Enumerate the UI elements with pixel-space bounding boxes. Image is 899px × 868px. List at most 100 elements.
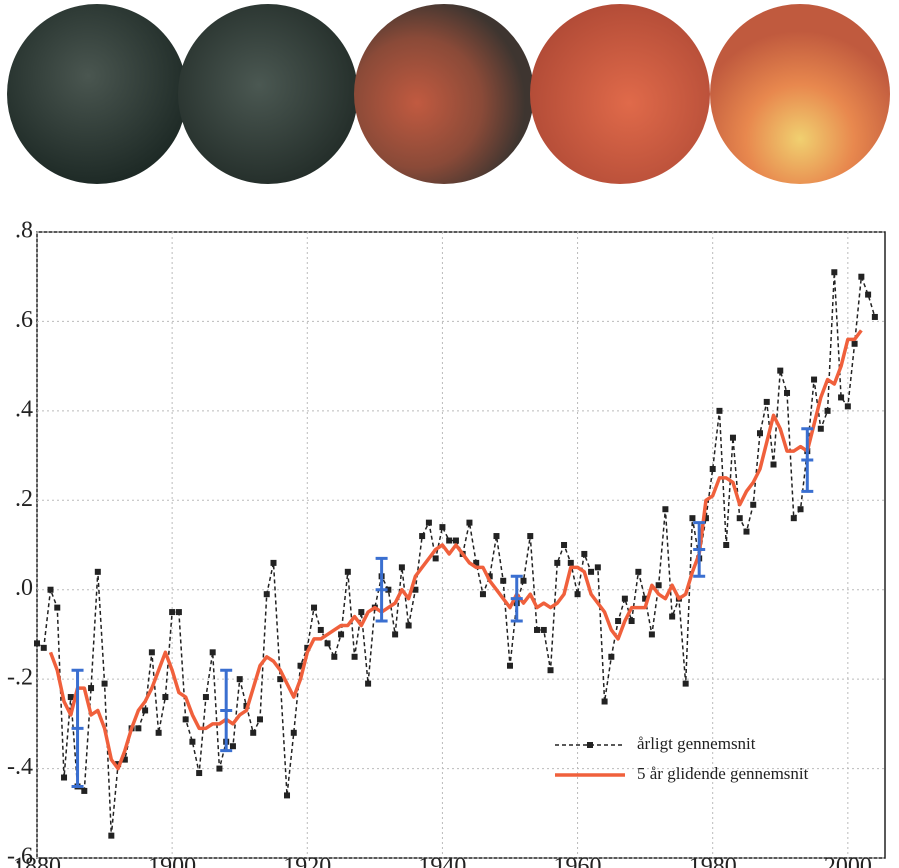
data-point <box>405 622 412 629</box>
data-point <box>831 269 838 276</box>
data-point <box>169 609 176 616</box>
error-bar <box>693 521 706 578</box>
data-point <box>351 653 358 660</box>
legend-label: 5 år glidende gennemsnit <box>637 764 809 783</box>
data-point <box>871 313 878 320</box>
data-point <box>155 729 162 736</box>
globe <box>7 4 187 184</box>
data-point <box>574 591 581 598</box>
data-point <box>615 618 622 625</box>
legend-label: årligt gennemsnit <box>637 734 756 753</box>
x-tick-label: 1960 <box>554 854 602 868</box>
data-point <box>344 568 351 575</box>
data-point <box>601 698 608 705</box>
data-point <box>838 394 845 401</box>
series-line <box>48 329 863 771</box>
data-point <box>324 640 331 647</box>
error-bar <box>801 427 814 493</box>
data-point <box>81 787 88 794</box>
plot-frame <box>36 231 886 859</box>
data-point <box>331 653 338 660</box>
data-point <box>135 725 142 732</box>
data-point <box>338 631 345 638</box>
data-point <box>770 461 777 468</box>
data-point <box>635 568 642 575</box>
data-point <box>162 694 169 701</box>
data-point <box>506 662 513 669</box>
data-point <box>284 792 291 799</box>
error-bar <box>510 574 523 623</box>
data-point <box>723 542 730 548</box>
data-point <box>175 609 182 616</box>
data-point <box>655 582 662 589</box>
data-point <box>540 626 547 633</box>
data-point <box>419 533 426 540</box>
data-point <box>189 738 196 745</box>
data-point <box>797 506 804 513</box>
data-point <box>202 694 209 701</box>
globe <box>354 4 534 184</box>
data-point <box>358 609 365 616</box>
data-point <box>290 729 297 736</box>
data-point <box>642 595 649 602</box>
data-point <box>500 577 507 584</box>
data-point <box>777 367 784 374</box>
y-tick-label: -.2 <box>7 665 33 691</box>
data-point <box>317 626 324 633</box>
error-bar <box>220 668 233 753</box>
data-point <box>621 595 628 602</box>
x-tick-label: 1880 <box>13 854 61 868</box>
data-point <box>277 676 284 683</box>
data-point <box>385 586 392 593</box>
y-tick-label: .2 <box>15 486 33 512</box>
data-point <box>662 506 669 513</box>
data-point <box>669 613 676 620</box>
data-point <box>236 676 243 683</box>
data-point <box>648 631 655 638</box>
data-point <box>554 559 561 566</box>
data-point <box>567 559 574 566</box>
data-point <box>47 586 54 593</box>
x-tick-label: 1900 <box>148 854 196 868</box>
data-point <box>94 568 101 575</box>
data-point <box>743 528 750 535</box>
data-point <box>493 533 500 540</box>
data-point <box>250 729 257 736</box>
data-point <box>101 680 108 687</box>
y-tick-label: .0 <box>15 575 33 601</box>
data-point <box>534 626 541 633</box>
data-point <box>844 403 851 410</box>
data-point <box>784 389 791 396</box>
data-point <box>61 774 68 781</box>
data-point <box>425 519 432 526</box>
data-point <box>432 555 439 562</box>
data-point <box>365 680 372 687</box>
data-point <box>817 425 824 432</box>
data-point <box>729 434 736 441</box>
y-tick-label: .6 <box>15 307 33 333</box>
x-tick-label: 1980 <box>689 854 737 868</box>
data-point <box>256 716 263 723</box>
data-point <box>851 340 858 347</box>
y-tick-label: .4 <box>15 396 33 422</box>
globes <box>7 4 890 184</box>
data-point <box>682 680 689 687</box>
data-point <box>196 770 203 777</box>
data-point <box>297 662 304 669</box>
data-point <box>473 559 480 566</box>
data-point <box>486 573 493 580</box>
data-point <box>581 550 588 557</box>
data-point <box>34 640 40 647</box>
data-point <box>865 291 872 298</box>
data-point <box>216 765 223 772</box>
data-point <box>412 586 419 593</box>
data-point <box>182 716 189 723</box>
globe <box>710 4 890 184</box>
x-tick-label: 2000 <box>824 854 872 868</box>
y-tick-label: .8 <box>15 218 33 244</box>
data-point <box>439 524 446 531</box>
data-point <box>398 564 405 571</box>
legend-marker <box>587 742 593 748</box>
data-point <box>811 376 818 383</box>
